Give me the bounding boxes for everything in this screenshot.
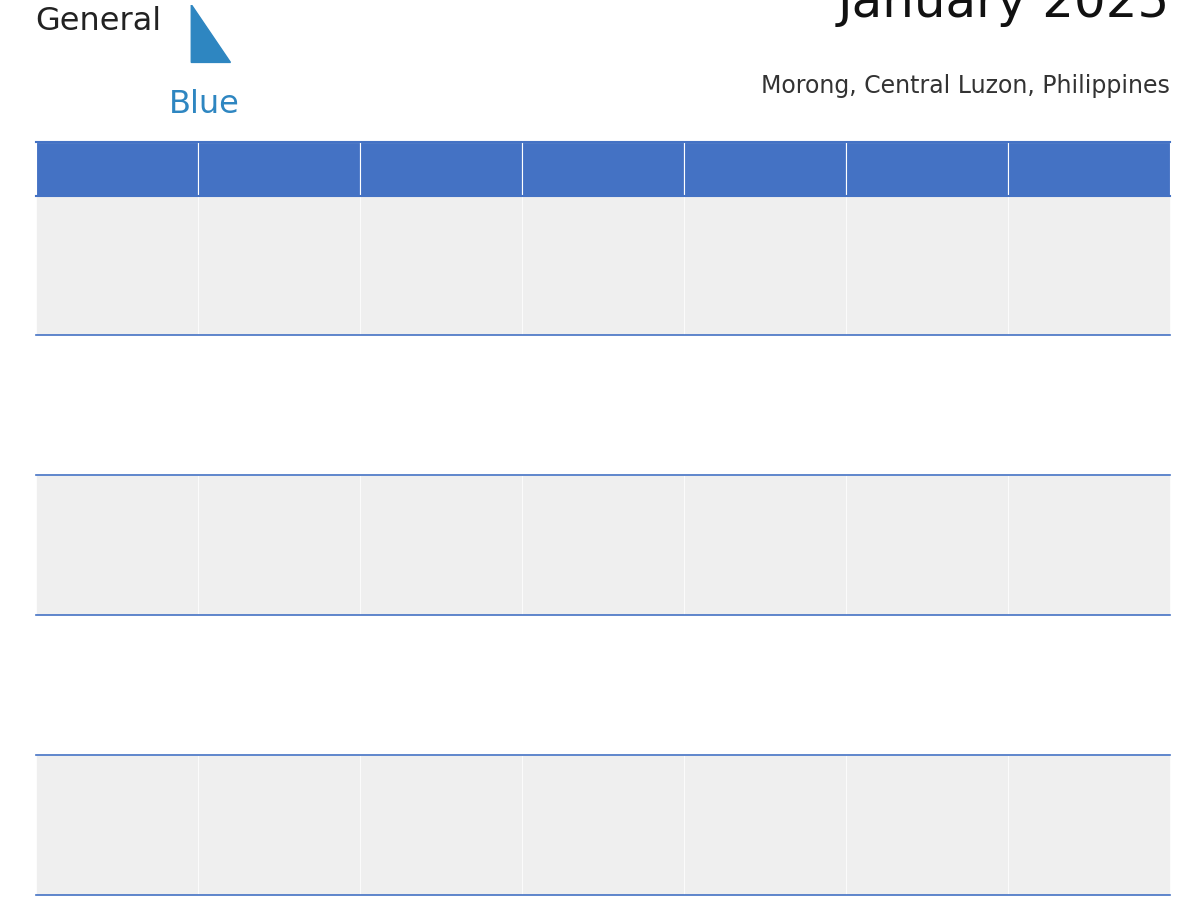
Text: 2: 2 — [695, 202, 707, 220]
Text: 29: 29 — [532, 762, 557, 779]
Text: Morong, Central Luzon, Philippines: Morong, Central Luzon, Philippines — [762, 73, 1170, 98]
Text: Sunrise: 6:27 AM
Sunset: 5:56 PM
Daylight: 11 hours
and 28 minutes.: Sunrise: 6:27 AM Sunset: 5:56 PM Dayligh… — [532, 792, 656, 860]
Text: Thursday: Thursday — [695, 162, 789, 180]
Text: Sunrise: 6:24 AM
Sunset: 5:40 PM
Daylight: 11 hours
and 16 minutes.: Sunrise: 6:24 AM Sunset: 5:40 PM Dayligh… — [532, 232, 656, 301]
Text: Monday: Monday — [209, 162, 287, 180]
Text: 7: 7 — [371, 341, 383, 360]
Text: Sunrise: 6:27 AM
Sunset: 5:57 PM
Daylight: 11 hours
and 29 minutes.: Sunrise: 6:27 AM Sunset: 5:57 PM Dayligh… — [857, 792, 980, 860]
Text: Sunrise: 6:24 AM
Sunset: 5:41 PM
Daylight: 11 hours
and 16 minutes.: Sunrise: 6:24 AM Sunset: 5:41 PM Dayligh… — [695, 232, 819, 301]
Text: Sunrise: 6:26 AM
Sunset: 5:45 PM
Daylight: 11 hours
and 18 minutes.: Sunrise: 6:26 AM Sunset: 5:45 PM Dayligh… — [857, 373, 980, 441]
Text: Sunrise: 6:27 AM
Sunset: 5:47 PM
Daylight: 11 hours
and 20 minutes.: Sunrise: 6:27 AM Sunset: 5:47 PM Dayligh… — [208, 512, 331, 581]
Text: 8: 8 — [532, 341, 545, 360]
Text: Sunrise: 6:26 AM
Sunset: 5:45 PM
Daylight: 11 hours
and 18 minutes.: Sunrise: 6:26 AM Sunset: 5:45 PM Dayligh… — [695, 373, 819, 441]
Text: 16: 16 — [695, 482, 720, 499]
Text: 10: 10 — [857, 341, 881, 360]
Text: 28: 28 — [371, 762, 396, 779]
Text: Sunrise: 6:26 AM
Sunset: 5:44 PM
Daylight: 11 hours
and 18 minutes.: Sunrise: 6:26 AM Sunset: 5:44 PM Dayligh… — [532, 373, 656, 441]
Text: Sunrise: 6:27 AM
Sunset: 5:48 PM
Daylight: 11 hours
and 20 minutes.: Sunrise: 6:27 AM Sunset: 5:48 PM Dayligh… — [371, 512, 494, 581]
Text: Friday: Friday — [858, 162, 920, 180]
Text: 15: 15 — [532, 482, 557, 499]
Text: Wednesday: Wednesday — [533, 162, 649, 180]
Text: Sunrise: 6:27 AM
Sunset: 5:47 PM
Daylight: 11 hours
and 19 minutes.: Sunrise: 6:27 AM Sunset: 5:47 PM Dayligh… — [46, 512, 170, 581]
Text: 13: 13 — [208, 482, 234, 499]
Text: Sunrise: 6:27 AM
Sunset: 5:46 PM
Daylight: 11 hours
and 19 minutes.: Sunrise: 6:27 AM Sunset: 5:46 PM Dayligh… — [1019, 373, 1142, 441]
Text: 3: 3 — [857, 202, 870, 220]
Text: 11: 11 — [1019, 341, 1044, 360]
Text: Sunrise: 6:28 AM
Sunset: 5:53 PM
Daylight: 11 hours
and 25 minutes.: Sunrise: 6:28 AM Sunset: 5:53 PM Dayligh… — [857, 652, 980, 721]
Text: 14: 14 — [371, 482, 396, 499]
Text: 27: 27 — [208, 762, 234, 779]
Text: Sunrise: 6:27 AM
Sunset: 5:49 PM
Daylight: 11 hours
and 21 minutes.: Sunrise: 6:27 AM Sunset: 5:49 PM Dayligh… — [695, 512, 819, 581]
Text: Sunrise: 6:28 AM
Sunset: 5:51 PM
Daylight: 11 hours
and 23 minutes.: Sunrise: 6:28 AM Sunset: 5:51 PM Dayligh… — [208, 652, 331, 721]
Text: Sunrise: 6:28 AM
Sunset: 5:53 PM
Daylight: 11 hours
and 24 minutes.: Sunrise: 6:28 AM Sunset: 5:53 PM Dayligh… — [695, 652, 819, 721]
Text: 30: 30 — [695, 762, 720, 779]
Text: 19: 19 — [46, 621, 71, 640]
Text: 25: 25 — [1019, 621, 1044, 640]
Text: 1: 1 — [532, 202, 545, 220]
Text: Sunrise: 6:27 AM
Sunset: 5:56 PM
Daylight: 11 hours
and 29 minutes.: Sunrise: 6:27 AM Sunset: 5:56 PM Dayligh… — [695, 792, 819, 860]
Text: Sunrise: 6:27 AM
Sunset: 5:55 PM
Daylight: 11 hours
and 27 minutes.: Sunrise: 6:27 AM Sunset: 5:55 PM Dayligh… — [371, 792, 494, 860]
Text: Sunrise: 6:24 AM
Sunset: 5:41 PM
Daylight: 11 hours
and 16 minutes.: Sunrise: 6:24 AM Sunset: 5:41 PM Dayligh… — [857, 232, 980, 301]
Text: Sunrise: 6:28 AM
Sunset: 5:52 PM
Daylight: 11 hours
and 24 minutes.: Sunrise: 6:28 AM Sunset: 5:52 PM Dayligh… — [532, 652, 656, 721]
Text: 21: 21 — [371, 621, 396, 640]
Text: 12: 12 — [46, 482, 71, 499]
Text: 9: 9 — [695, 341, 707, 360]
Text: Sunrise: 6:28 AM
Sunset: 5:55 PM
Daylight: 11 hours
and 27 minutes.: Sunrise: 6:28 AM Sunset: 5:55 PM Dayligh… — [208, 792, 331, 860]
Polygon shape — [191, 5, 230, 62]
Text: 4: 4 — [1019, 202, 1031, 220]
Text: Tuesday: Tuesday — [371, 162, 453, 180]
Text: Sunrise: 6:28 AM
Sunset: 5:50 PM
Daylight: 11 hours
and 22 minutes.: Sunrise: 6:28 AM Sunset: 5:50 PM Dayligh… — [1019, 512, 1142, 581]
Text: 6: 6 — [208, 341, 221, 360]
Text: Sunrise: 6:26 AM
Sunset: 5:44 PM
Daylight: 11 hours
and 17 minutes.: Sunrise: 6:26 AM Sunset: 5:44 PM Dayligh… — [371, 373, 494, 441]
Text: 23: 23 — [695, 621, 720, 640]
Text: Saturday: Saturday — [1019, 162, 1111, 180]
Text: 31: 31 — [857, 762, 881, 779]
Text: Sunrise: 6:25 AM
Sunset: 5:43 PM
Daylight: 11 hours
and 17 minutes.: Sunrise: 6:25 AM Sunset: 5:43 PM Dayligh… — [208, 373, 331, 441]
Text: General: General — [36, 6, 162, 37]
Text: 20: 20 — [208, 621, 234, 640]
Text: 5: 5 — [46, 341, 59, 360]
Text: Sunrise: 6:25 AM
Sunset: 5:42 PM
Daylight: 11 hours
and 17 minutes.: Sunrise: 6:25 AM Sunset: 5:42 PM Dayligh… — [1019, 232, 1142, 301]
Text: 24: 24 — [857, 621, 881, 640]
Text: 22: 22 — [532, 621, 557, 640]
Text: Sunrise: 6:27 AM
Sunset: 5:48 PM
Daylight: 11 hours
and 20 minutes.: Sunrise: 6:27 AM Sunset: 5:48 PM Dayligh… — [532, 512, 656, 581]
Text: Blue: Blue — [169, 89, 240, 120]
Text: Sunrise: 6:28 AM
Sunset: 5:54 PM
Daylight: 11 hours
and 26 minutes.: Sunrise: 6:28 AM Sunset: 5:54 PM Dayligh… — [46, 792, 170, 860]
Text: 17: 17 — [857, 482, 881, 499]
Text: Sunrise: 6:28 AM
Sunset: 5:50 PM
Daylight: 11 hours
and 22 minutes.: Sunrise: 6:28 AM Sunset: 5:50 PM Dayligh… — [46, 652, 170, 721]
Text: Sunrise: 6:28 AM
Sunset: 5:54 PM
Daylight: 11 hours
and 26 minutes.: Sunrise: 6:28 AM Sunset: 5:54 PM Dayligh… — [1019, 652, 1142, 721]
Text: Sunrise: 6:25 AM
Sunset: 5:42 PM
Daylight: 11 hours
and 17 minutes.: Sunrise: 6:25 AM Sunset: 5:42 PM Dayligh… — [46, 373, 170, 441]
Text: Sunrise: 6:28 AM
Sunset: 5:52 PM
Daylight: 11 hours
and 23 minutes.: Sunrise: 6:28 AM Sunset: 5:52 PM Dayligh… — [371, 652, 494, 721]
Text: Sunrise: 6:28 AM
Sunset: 5:49 PM
Daylight: 11 hours
and 21 minutes.: Sunrise: 6:28 AM Sunset: 5:49 PM Dayligh… — [857, 512, 980, 581]
Text: 26: 26 — [46, 762, 71, 779]
Text: 18: 18 — [1019, 482, 1044, 499]
Text: January 2025: January 2025 — [838, 0, 1170, 27]
Text: Sunday: Sunday — [48, 162, 121, 180]
